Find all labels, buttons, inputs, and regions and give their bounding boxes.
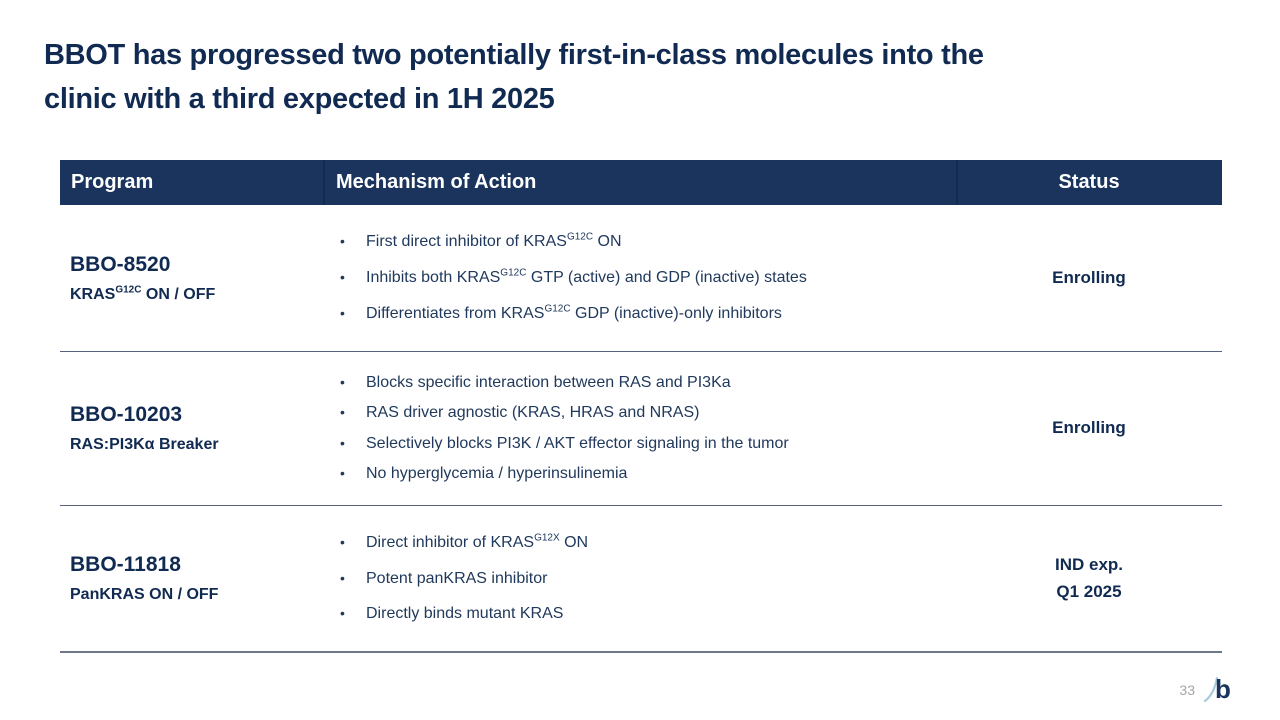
table-row: BBO-11818 PanKRAS ON / OFF • Direct inhibit… bbox=[60, 506, 1222, 653]
program-subtitle: RAS:PI3Kα Breaker bbox=[70, 436, 219, 453]
status-cell: Enrolling bbox=[958, 352, 1220, 505]
mechanism-bullet: • Inhibits both KRASG12C GTP (active) and… bbox=[325, 267, 958, 287]
slide-title-line2: clinic with a third expected in 1H 2025 bbox=[44, 82, 555, 115]
table-row: BBO-8520 KRASG12C ON / OFF • First direct i… bbox=[60, 205, 1222, 352]
mechanism-bullet: • Selectively blocks PI3K / AKT effector … bbox=[325, 435, 958, 453]
mechanism-cell: • Direct inhibitor of KRASG12X ON • Potent … bbox=[325, 506, 958, 651]
status-cell: Enrolling bbox=[958, 205, 1220, 351]
bullet-text: No hyperglycemia / hyperinsulinemia bbox=[366, 464, 628, 482]
slide-title: BBOT has progressed two potentially firs… bbox=[44, 34, 1234, 121]
bullet-text: First direct inhibitor of KRASG12C ON bbox=[366, 231, 622, 250]
mechanism-cell: • Blocks specific interaction between RAS… bbox=[325, 352, 958, 505]
table-body: BBO-8520 KRASG12C ON / OFF • First direct i… bbox=[60, 205, 1222, 653]
status-text: Q1 2025 bbox=[1056, 581, 1122, 601]
bullet-dot-icon: • bbox=[340, 269, 345, 285]
mechanism-bullet: • Directly binds mutant KRAS bbox=[325, 605, 958, 623]
program-name: BBO-10203 bbox=[70, 403, 183, 426]
bullet-dot-icon: • bbox=[340, 533, 345, 550]
bullet-text: Potent panKRAS inhibitor bbox=[366, 569, 548, 587]
program-subtitle: KRASG12C ON / OFF bbox=[70, 284, 216, 303]
bullet-dot-icon: • bbox=[340, 605, 345, 622]
mechanism-bullet: • First direct inhibitor of KRASG12C ON bbox=[325, 231, 958, 251]
bullet-dot-icon: • bbox=[340, 374, 345, 391]
mechanism-bullet: • Blocks specific interaction between RAS… bbox=[325, 374, 958, 392]
bullet-dot-icon: • bbox=[340, 233, 345, 249]
slide-title-line1: BBOT has progressed two potentially firs… bbox=[44, 39, 984, 71]
column-header-status: Status bbox=[1058, 171, 1120, 193]
bullet-text: Direct inhibitor of KRASG12X ON bbox=[366, 532, 589, 551]
bullet-dot-icon: • bbox=[340, 569, 345, 586]
mechanism-bullet: • Differentiates from KRASG12C GDP (inact… bbox=[325, 303, 958, 323]
bullet-text: Differentiates from KRASG12C GDP (inacti… bbox=[366, 303, 782, 322]
bullet-text: Directly binds mutant KRAS bbox=[366, 605, 564, 623]
program-cell: BBO-8520 KRASG12C ON / OFF bbox=[60, 205, 325, 351]
bullet-dot-icon: • bbox=[340, 404, 345, 421]
program-cell: BBO-11818 PanKRAS ON / OFF bbox=[60, 506, 325, 651]
mechanism-bullet: • No hyperglycemia / hyperinsulinemia bbox=[325, 465, 958, 483]
bullet-text: Inhibits both KRASG12C GTP (active) and … bbox=[366, 267, 807, 286]
slide-footer: 33 b bbox=[1179, 674, 1240, 706]
bullet-text: Selectively blocks PI3K / AKT effector s… bbox=[366, 434, 789, 452]
bullet-dot-icon: • bbox=[340, 434, 345, 451]
column-header-program: Program bbox=[60, 160, 325, 205]
mechanism-bullet: • Direct inhibitor of KRASG12X ON bbox=[325, 532, 958, 552]
mechanism-cell: • First direct inhibitor of KRASG12C ON • I… bbox=[325, 205, 958, 351]
mechanism-bullet: • RAS driver agnostic (KRAS, HRAS and NRA… bbox=[325, 404, 958, 422]
bullet-text: RAS driver agnostic (KRAS, HRAS and NRAS… bbox=[366, 404, 700, 422]
program-name: BBO-8520 bbox=[70, 252, 171, 276]
program-cell: BBO-10203 RAS:PI3Kα Breaker bbox=[60, 352, 325, 505]
table-row: BBO-10203 RAS:PI3Kα Breaker • Blocks specif… bbox=[60, 352, 1222, 506]
bbot-logo-letter: b bbox=[1215, 674, 1231, 704]
status-text: IND exp. bbox=[1054, 555, 1124, 575]
program-subtitle: PanKRAS ON / OFF bbox=[70, 586, 219, 603]
table-header-row: Program Mechanism of Action Status bbox=[60, 160, 1222, 205]
page-number: 33 bbox=[1179, 682, 1195, 698]
program-name: BBO-11818 bbox=[70, 553, 181, 576]
status-text: Enrolling bbox=[1052, 267, 1126, 287]
status-text: Enrolling bbox=[1052, 418, 1126, 438]
status-cell: IND exp. Q1 2025 bbox=[958, 506, 1220, 651]
bullet-dot-icon: • bbox=[340, 464, 345, 481]
bbot-logo-icon: b bbox=[1202, 674, 1240, 706]
bullet-text: Blocks specific interaction between RAS … bbox=[366, 374, 731, 392]
column-header-mechanism: Mechanism of Action bbox=[325, 160, 958, 205]
program-table: Program Mechanism of Action Status BBO-8… bbox=[60, 160, 1222, 653]
mechanism-bullet: • Potent panKRAS inhibitor bbox=[325, 570, 958, 588]
bullet-dot-icon: • bbox=[340, 305, 345, 321]
